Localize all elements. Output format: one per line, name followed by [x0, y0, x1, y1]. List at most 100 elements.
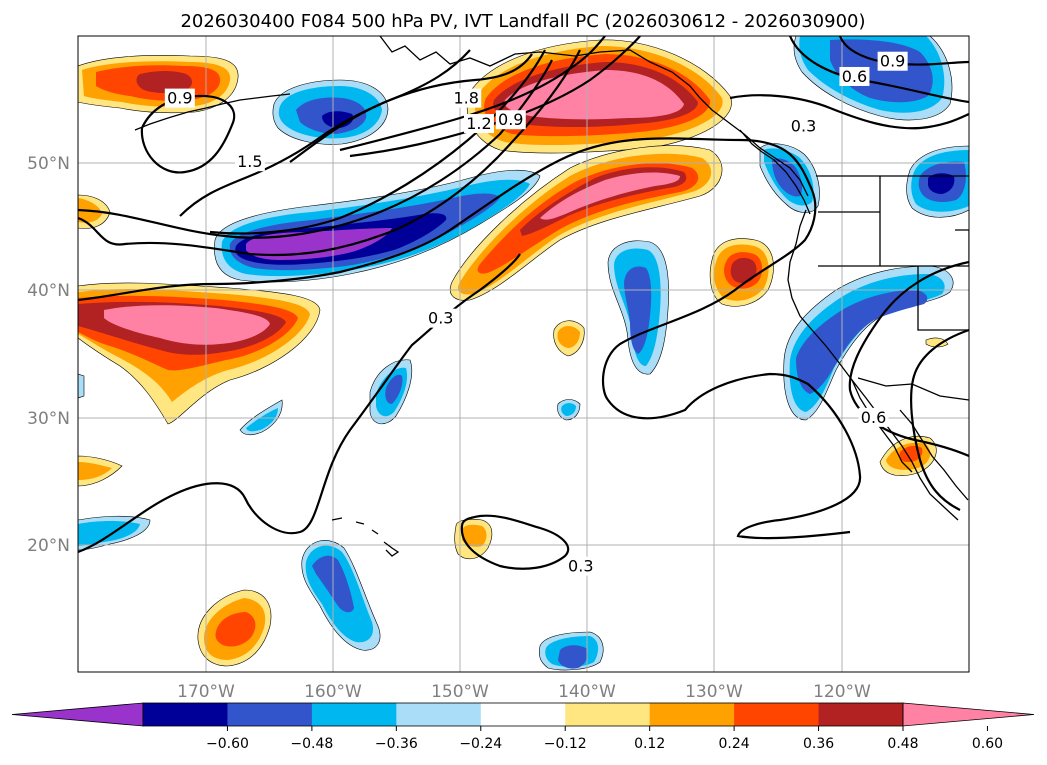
hawaii-islands	[331, 517, 400, 557]
neg-small-c	[239, 399, 283, 436]
pv-contour-label: 0.9	[880, 52, 905, 71]
colorbar-frame	[142, 702, 904, 727]
chart-title: 2026030400 F084 500 hPa PV, IVT Landfall…	[180, 11, 865, 32]
alaska-coast	[379, 36, 809, 197]
neg-small-e	[78, 373, 85, 399]
colorbar-tick-label: 0.36	[803, 736, 834, 752]
neg-small-d-level-1	[561, 403, 576, 416]
us-west-coast	[787, 209, 959, 521]
pv-label-bg	[839, 66, 870, 86]
colorbar-segment	[396, 703, 482, 726]
pv-label-bg	[164, 88, 195, 108]
lon-tick-label: 140°W	[558, 682, 616, 702]
colorbar-ticks: −0.60 −0.48 −0.36 −0.24 −0.12 0.12 0.24 0.36 0.4…	[206, 726, 1003, 752]
pv-contour-0.6-mexico	[910, 328, 969, 511]
pv-contour-label: 0.9	[498, 110, 523, 129]
pos-central-band	[450, 145, 723, 301]
pv-label-bg	[451, 88, 482, 108]
neg-small-e-level-0	[78, 373, 85, 399]
pos-small-d-level-0	[925, 337, 949, 348]
colorbar-tick-label: −0.12	[544, 736, 587, 752]
pos-nw-corner-level-3	[136, 71, 192, 93]
pv-contour-jet-3	[209, 49, 546, 235]
pv-label-bg	[463, 114, 494, 134]
pv-contour-label: 0.9	[167, 89, 192, 108]
pos-sw-12n-level-2	[215, 612, 256, 647]
map-frame	[77, 35, 970, 673]
pos-40n-128w	[709, 238, 774, 307]
pos-hawaii	[454, 518, 493, 560]
colorbar-segment	[565, 703, 651, 726]
pv-label-bg	[877, 51, 908, 71]
colorbar-extend-min	[11, 702, 144, 727]
pos-west-38n	[78, 282, 321, 425]
pv-contour-0.6-coast	[848, 260, 969, 458]
pos-hawaii-level-1	[462, 524, 487, 547]
pv-label-bg	[234, 152, 265, 172]
pv-contour-label: 0.3	[791, 117, 816, 136]
pos-small-c	[553, 320, 585, 357]
lon-axis-labels: 170°W 160°W 150°W 140°W 130°W 120°W	[177, 682, 871, 702]
lat-tick-label: 40°N	[27, 281, 70, 301]
state-lines	[818, 176, 969, 331]
pv-contour-label: 0.6	[842, 67, 867, 86]
pv-label-bg	[425, 308, 456, 328]
pv-contour-0.3-main	[78, 137, 862, 540]
lon-tick-label: 170°W	[177, 682, 235, 702]
colorbar-tick-label: −0.48	[290, 736, 333, 752]
pos-small-b-level-1	[78, 462, 112, 480]
pv-contour-labels: 0.9 1.5 1.8 1.2 0.9 0.3 0.9 0.6 0.3 0.6 0.3	[164, 51, 908, 576]
pv-label-bg	[858, 407, 889, 427]
pv-contour-jet-2	[78, 49, 581, 257]
neg-south-12n-level-2	[558, 645, 588, 669]
lat-tick-label: 30°N	[27, 409, 70, 429]
pv-contour-label: 1.2	[466, 114, 491, 133]
lat-tick-label: 50°N	[27, 154, 70, 174]
lat-axis-labels: 20°N 30°N 40°N 50°N	[27, 154, 70, 556]
lon-tick-label: 120°W	[813, 682, 871, 702]
neg-small-a	[369, 359, 413, 425]
pos-sw-12n	[197, 589, 272, 667]
pos-small-d	[925, 337, 949, 348]
lon-tick-label: 130°W	[685, 682, 743, 702]
colorbar-extend-max	[902, 702, 1035, 727]
colorbar-segment	[227, 703, 313, 726]
colorbar-tick-label: 0.60	[972, 736, 1003, 752]
pv-contour-label: 1.5	[237, 152, 262, 171]
pv-label-bg	[495, 110, 526, 130]
colorbar-tick-label: 0.12	[634, 736, 665, 752]
bc-coast	[739, 129, 811, 215]
colorbar-tick-label: −0.24	[459, 736, 502, 752]
pv-contour-1.8	[289, 53, 533, 163]
pv-contour-label: 0.3	[428, 309, 453, 328]
pv-contour-label: 1.8	[453, 89, 478, 108]
pv-contour-0.3-hawaii	[460, 514, 570, 570]
colorbar-tick-label: −0.60	[206, 736, 249, 752]
pos-small-b	[78, 455, 123, 487]
colorbar-tick-label: −0.36	[375, 736, 418, 752]
pos-west-38n-level-4	[104, 305, 270, 345]
coastlines	[134, 36, 969, 557]
aleutian-islands	[134, 93, 291, 131]
map-area: 0.9 1.5 1.8 1.2 0.9 0.3 0.9 0.6 0.3 0.6 0.3	[78, 36, 969, 672]
pos-small-c-level-1	[557, 326, 580, 348]
neg-e-47n	[906, 145, 969, 218]
pos-central-band-level-4	[540, 172, 680, 220]
neg-small-a-level-2	[385, 374, 403, 404]
colorbar-tick-label: 0.24	[719, 736, 750, 752]
neg-e-47n-level-3	[928, 173, 955, 194]
neg-west-coast-level-2	[796, 290, 928, 394]
neg-small-c-level-1	[246, 408, 278, 432]
pv-label-bg	[788, 116, 819, 136]
colorbar-segment	[480, 703, 566, 726]
colorbar-segment	[311, 703, 397, 726]
colorbar-segment	[818, 703, 904, 726]
pos-40n-128w-level-3	[730, 257, 757, 283]
colorbar-tick-label: 0.48	[887, 736, 918, 752]
neg-west-coast-level-1	[789, 274, 945, 412]
baja-california	[851, 379, 913, 473]
colorbar	[11, 702, 1035, 727]
pv-contour-label: 0.6	[861, 408, 886, 427]
pv-label-bg	[565, 556, 596, 576]
